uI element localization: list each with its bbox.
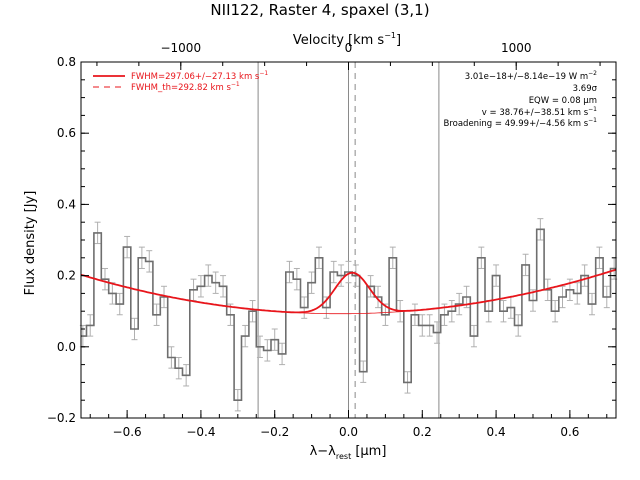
x-axis-label: λ−λrest [μm] (310, 444, 387, 461)
x-tick-label: −0.2 (260, 425, 289, 439)
top-axis-label: Velocity [km s−1] (293, 31, 401, 48)
x-tick-label: −0.4 (186, 425, 215, 439)
y-axis-label: Flux density [Jy] (23, 191, 38, 296)
top-tick-label: −1000 (160, 41, 201, 55)
top-tick-label: 1000 (501, 41, 532, 55)
y-tick-label: −0.2 (47, 411, 76, 425)
y-tick-label: 0.2 (57, 269, 76, 283)
x-tick-label: 0.2 (413, 425, 432, 439)
spectrum-line (81, 228, 616, 401)
axes: −0.6 −0.4 −0.2 0.0 0.2 0.4 0.6 −0.2 0.0 0.2 0.4 0.6… (47, 41, 617, 439)
x-tick-label: −0.6 (113, 425, 142, 439)
model-fit (80, 268, 617, 315)
reference-lines (257, 62, 440, 418)
y-tick-label: 0.0 (57, 340, 76, 354)
annotation-velocity: v = 38.76+/−38.51 km s−1 (482, 106, 597, 118)
annotation-sigma: 3.69σ (573, 84, 598, 94)
chart-title: NII122, Raster 4, spaxel (3,1) (210, 1, 429, 19)
x-tick-label: 0.4 (487, 425, 506, 439)
x-tick-label: 0.6 (560, 425, 579, 439)
annotation-broadening: Broadening = 49.99+/−4.56 km s−1 (444, 117, 598, 129)
legend: FWHM=297.06+/−27.13 km s−1 FWHM_th=292.8… (93, 70, 268, 93)
legend-item-fwhm-th: FWHM_th=292.82 km s−1 (131, 81, 240, 93)
legend-item-fwhm: FWHM=297.06+/−27.13 km s−1 (131, 70, 268, 82)
annotation-eqw: EQW = 0.08 μm (529, 96, 597, 106)
y-tick-label: 0.8 (57, 55, 76, 69)
y-tick-label: 0.4 (57, 197, 76, 211)
annotation-flux: 3.01e−18+/−8.14e−19 W m−2 (465, 70, 597, 82)
top-tick-label: 0 (345, 41, 353, 55)
x-tick-label: 0.0 (339, 425, 358, 439)
spectrum (79, 218, 618, 412)
annotation-block: 3.01e−18+/−8.14e−19 W m−2 3.69σ EQW = 0.… (444, 70, 598, 129)
model-line (80, 268, 617, 314)
y-tick-label: 0.6 (57, 126, 76, 140)
